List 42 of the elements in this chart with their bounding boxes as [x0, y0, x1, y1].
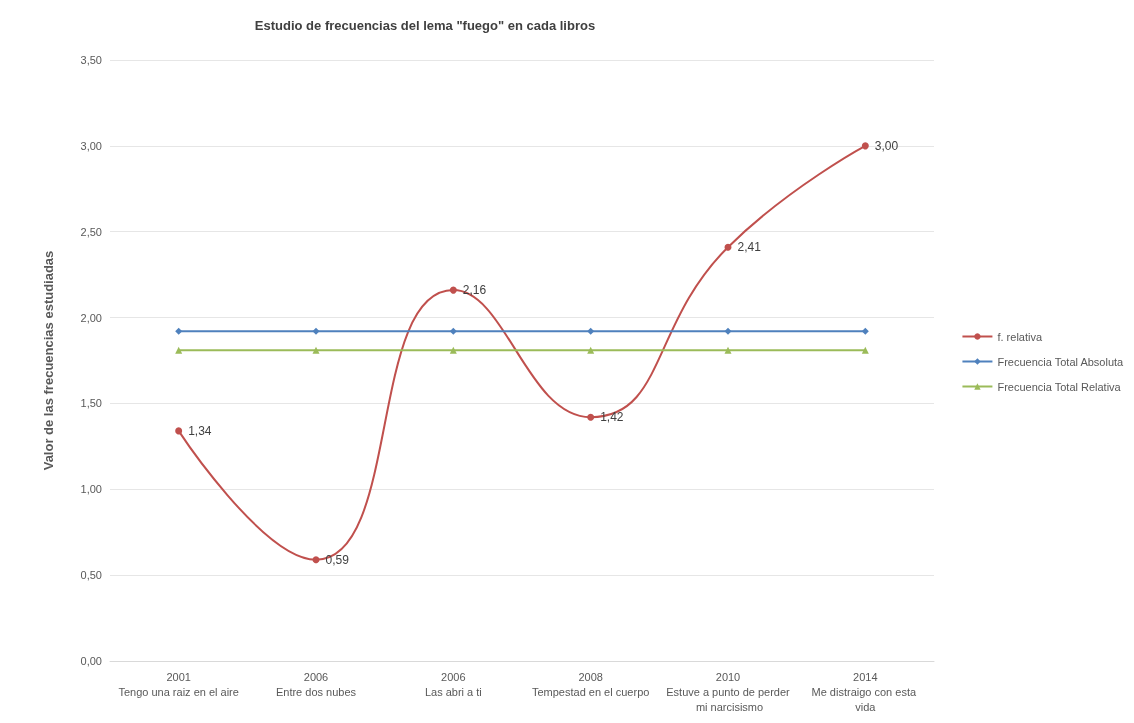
- point: [861, 327, 869, 335]
- point: [312, 346, 320, 354]
- point: [724, 327, 732, 335]
- data-label: 2,16: [462, 283, 487, 298]
- x-tick-label: 2014 Me distraigo con esta vida: [811, 670, 920, 713]
- y-tick-label: 0,50: [80, 569, 102, 582]
- x-tick-label: 2008 Tempestad en el cuerpo: [531, 670, 650, 698]
- data-label: 0,59: [325, 552, 350, 567]
- point: [724, 346, 732, 354]
- y-tick-label: 1,50: [80, 397, 102, 410]
- point: [587, 346, 595, 354]
- x-tick-label: 2006 Entre dos nubes: [275, 670, 357, 698]
- x-tick-label: 2006 Las abri a ti: [424, 670, 482, 698]
- point: [175, 427, 183, 435]
- y-tick-label: 2,50: [80, 225, 102, 238]
- y-tick-label: 0,00: [80, 655, 102, 667]
- data-label: 1,34: [188, 423, 212, 438]
- x-tick-label: 2010 Estuve a punto de perder mi narcisismo: [666, 670, 791, 713]
- point: [312, 327, 320, 335]
- y-tick-label: 2,00: [80, 311, 102, 324]
- data-label: 2,41: [737, 240, 762, 255]
- point: [449, 327, 457, 335]
- legend-label: f. relativa: [997, 330, 1043, 343]
- legend-label: Frecuencia Total Relativa: [997, 380, 1122, 393]
- point: [312, 556, 320, 564]
- x-tick-label: 2001 Tengo una raiz en el aire: [118, 670, 239, 698]
- point: [861, 346, 869, 354]
- data-label: 1,42: [600, 410, 624, 425]
- point: [175, 346, 183, 354]
- y-tick-label: 3,00: [80, 139, 102, 152]
- y-axis-title: Valor de las frecuencias estudiadas: [41, 250, 56, 471]
- point: [449, 286, 457, 294]
- y-tick-label: 3,50: [80, 54, 102, 66]
- y-tick-label: 1,00: [80, 483, 102, 496]
- data-label: 3,00: [874, 138, 899, 153]
- legend-label: Frecuencia Total Absoluta: [997, 355, 1125, 368]
- point: [861, 142, 869, 150]
- point: [587, 327, 595, 335]
- point: [587, 413, 595, 421]
- chart-title: Estudio de frecuencias del lema "fuego" en cada libros: [254, 18, 596, 33]
- point: [175, 327, 183, 335]
- point: [449, 346, 457, 354]
